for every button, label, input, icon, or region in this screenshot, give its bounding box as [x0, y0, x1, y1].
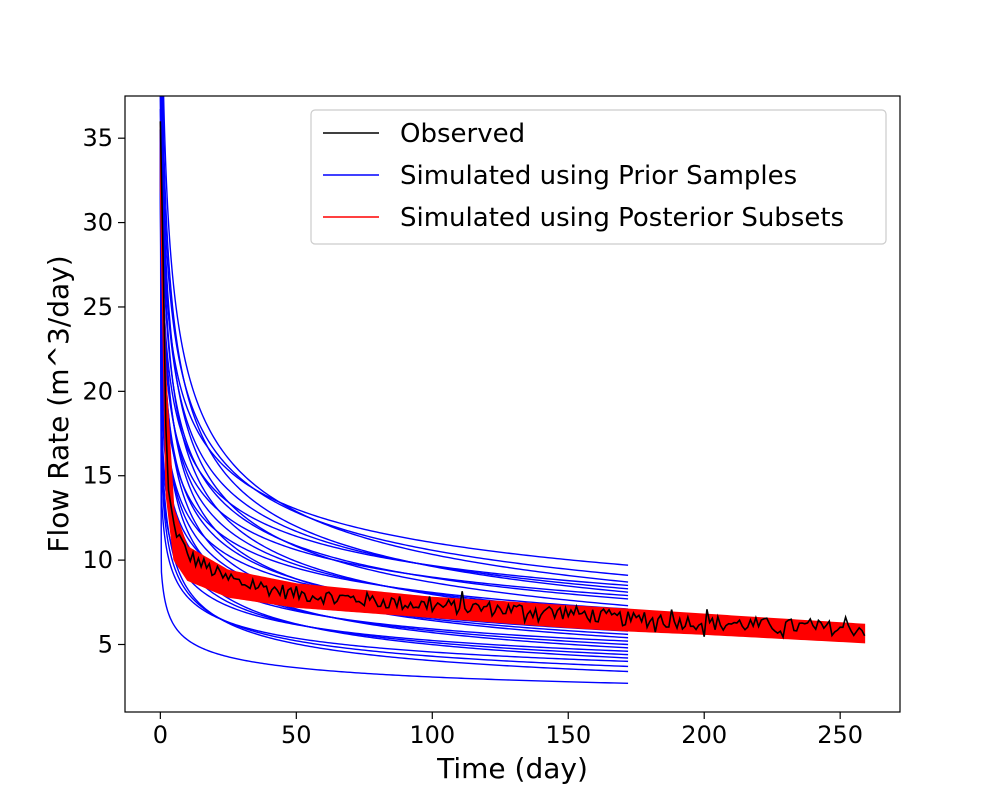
y-tick-label: 15: [82, 462, 113, 490]
x-axis-label: Time (day): [436, 752, 588, 785]
posterior-band: [159, 121, 866, 644]
x-tick-label: 200: [681, 721, 727, 749]
plot-frame: [124, 95, 901, 713]
y-axis-label: Flow Rate (m^3/day): [42, 255, 75, 552]
legend-box: [310, 109, 887, 245]
x-tick-label: 50: [281, 721, 312, 749]
prior-sample-line: [159, 129, 629, 673]
prior-sample-line: [161, 96, 629, 593]
prior-sample-line: [159, 129, 629, 587]
y-tick-label: 10: [82, 546, 113, 574]
y-tick-label: 5: [98, 630, 113, 658]
legend-label: Simulated using Posterior Subsets: [400, 203, 844, 233]
legend-label: Simulated using Prior Samples: [400, 161, 797, 191]
x-tick-label: 100: [409, 721, 455, 749]
prior-sample-line: [159, 129, 629, 663]
prior-sample-line: [159, 129, 629, 685]
y-tick-label: 25: [82, 293, 113, 321]
x-tick-label: 150: [545, 721, 591, 749]
observed-line: [159, 121, 866, 640]
y-tick-label: 30: [82, 209, 113, 237]
prior-sample-line: [159, 129, 629, 668]
y-tick-label: 20: [82, 377, 113, 405]
prior-sample-line: [161, 96, 629, 576]
prior-sample-line: [160, 96, 629, 607]
y-tick-label: 35: [82, 124, 113, 152]
prior-sample-line: [162, 96, 629, 583]
x-tick-label: 0: [153, 721, 168, 749]
prior-sample-line: [160, 96, 629, 590]
x-tick-label: 250: [817, 721, 863, 749]
legend-label: Observed: [400, 119, 525, 149]
